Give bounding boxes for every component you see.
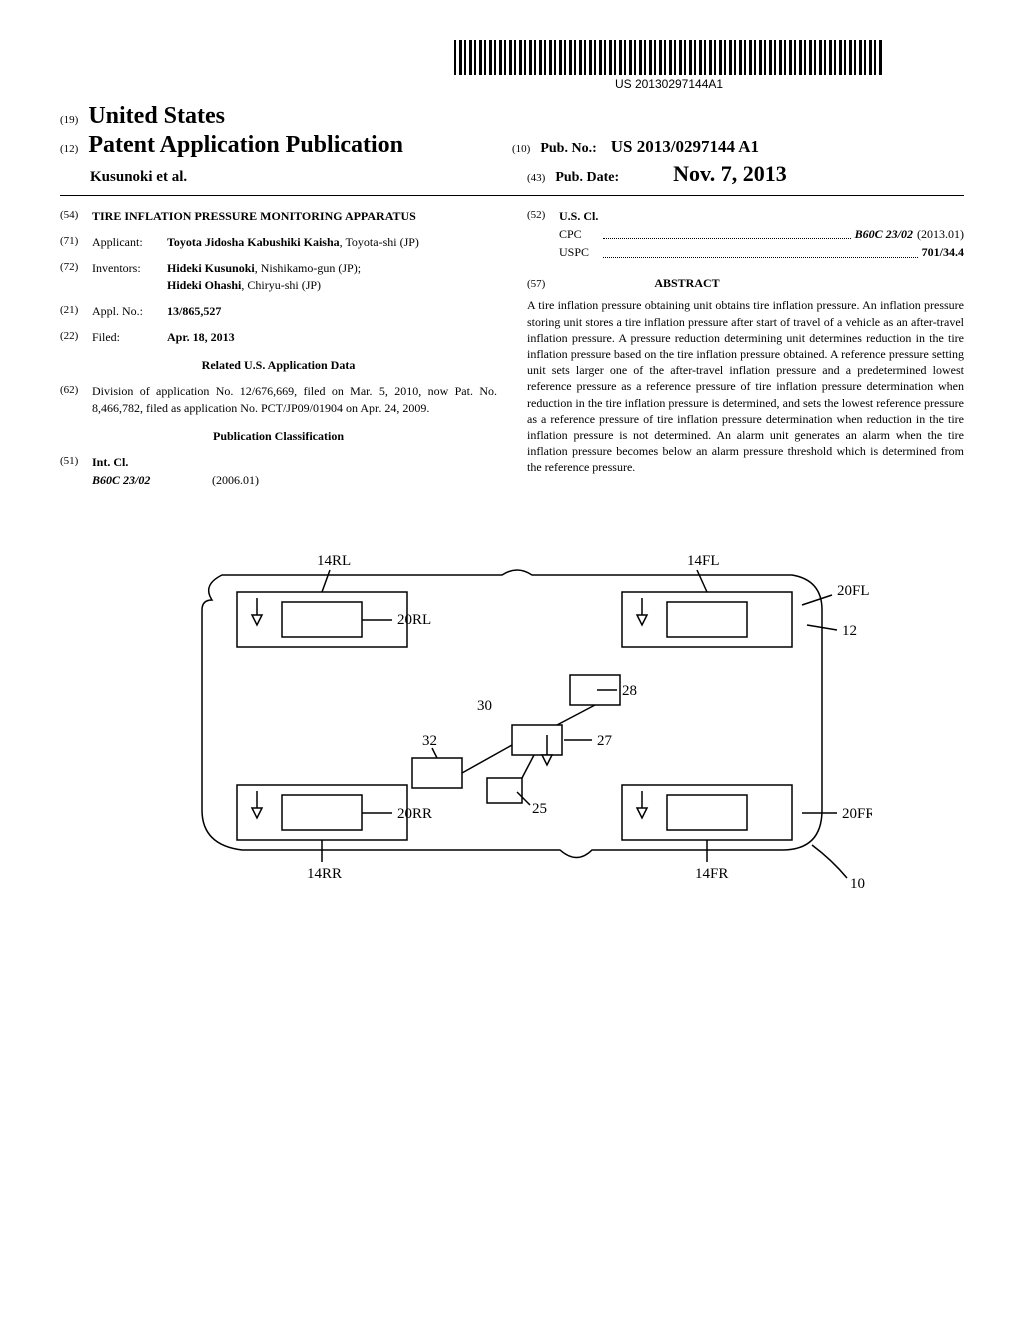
author-names: Kusunoki et al. bbox=[90, 169, 187, 185]
patent-figure: 14RL 20RL 14FL 20FL 12 28 30 27 32 25 20… bbox=[152, 530, 872, 910]
label-27: 27 bbox=[597, 733, 613, 749]
filed-row: (22) Filed: Apr. 18, 2013 bbox=[60, 329, 497, 345]
int-cl-code-row: B60C 23/02 (2006.01) bbox=[60, 472, 497, 488]
abstract-label: ABSTRACT bbox=[654, 276, 719, 290]
field-22: (22) bbox=[60, 329, 92, 345]
abstract-header-row: (57) ABSTRACT bbox=[527, 275, 964, 292]
appl-no-row: (21) Appl. No.: 13/865,527 bbox=[60, 303, 497, 319]
inventor2-name: Hideki Ohashi bbox=[167, 278, 241, 292]
int-cl-row: (51) Int. Cl. bbox=[60, 454, 497, 470]
header-line-3: Kusunoki et al. (43) Pub. Date: Nov. 7, … bbox=[60, 161, 964, 187]
label-32: 32 bbox=[422, 733, 437, 749]
header-line-2: (12) Patent Application Publication (10)… bbox=[60, 132, 964, 159]
pub-class-heading: Publication Classification bbox=[60, 428, 497, 444]
int-cl-year: (2006.01) bbox=[212, 472, 259, 488]
cpc-row: CPC B60C 23/02 (2013.01) bbox=[527, 226, 964, 242]
label-20fl: 20FL bbox=[837, 583, 870, 599]
right-column: (52) U.S. Cl. CPC B60C 23/02 (2013.01) U… bbox=[527, 208, 964, 490]
division-row: (62) Division of application No. 12/676,… bbox=[60, 383, 497, 415]
applicant-row: (71) Applicant: Toyota Jidosha Kabushiki… bbox=[60, 234, 497, 250]
inventor1-name: Hideki Kusunoki bbox=[167, 261, 255, 275]
field-19: (19) bbox=[60, 114, 78, 126]
box-27 bbox=[512, 725, 562, 755]
country-name: United States bbox=[88, 103, 225, 129]
box-32 bbox=[412, 758, 462, 788]
barcode-section: US 20130297144A1 bbox=[60, 40, 964, 93]
us-cl-row: (52) U.S. Cl. bbox=[527, 208, 964, 224]
field-52: (52) bbox=[527, 208, 559, 224]
filed-label: Filed: bbox=[92, 329, 167, 345]
label-14rr: 14RR bbox=[307, 866, 342, 882]
related-data-heading: Related U.S. Application Data bbox=[60, 357, 497, 373]
header-line-1: (19) United States bbox=[60, 103, 964, 130]
pub-date-value: Nov. 7, 2013 bbox=[673, 161, 787, 186]
field-12: (12) bbox=[60, 143, 78, 155]
uspc-row: USPC 701/34.4 bbox=[527, 244, 964, 260]
us-cl-label: U.S. Cl. bbox=[559, 208, 964, 224]
pub-no-value: US 2013/0297144 A1 bbox=[611, 137, 759, 156]
two-column-body: (54) TIRE INFLATION PRESSURE MONITORING … bbox=[60, 208, 964, 490]
uspc-dotted bbox=[603, 241, 918, 257]
inventor1-location: Nishikamo-gun (JP); bbox=[261, 261, 361, 275]
abstract-text: A tire inflation pressure obtaining unit… bbox=[527, 297, 964, 475]
filed-value: Apr. 18, 2013 bbox=[167, 329, 497, 345]
label-25: 25 bbox=[532, 801, 547, 817]
field-72: (72) bbox=[60, 260, 92, 292]
wheel-14fr bbox=[622, 785, 792, 840]
pub-no-label: Pub. No.: bbox=[540, 141, 596, 156]
sensor-20fl bbox=[667, 602, 747, 637]
header-rule bbox=[60, 195, 964, 196]
label-14fr: 14FR bbox=[695, 866, 728, 882]
field-57: (57) bbox=[527, 278, 545, 290]
cpc-label: CPC bbox=[559, 226, 599, 242]
barcode-lines bbox=[454, 40, 884, 75]
label-30: 30 bbox=[477, 698, 492, 714]
invention-title-row: (54) TIRE INFLATION PRESSURE MONITORING … bbox=[60, 208, 497, 224]
inventors-label: Inventors: bbox=[92, 260, 167, 292]
appl-no-label: Appl. No.: bbox=[92, 303, 167, 319]
int-cl-code: B60C 23/02 bbox=[92, 472, 212, 488]
applicant-label: Applicant: bbox=[92, 234, 167, 250]
field-71: (71) bbox=[60, 234, 92, 250]
sensor-20rl bbox=[282, 602, 362, 637]
pub-date-label: Pub. Date: bbox=[555, 170, 619, 185]
label-10: 10 bbox=[850, 876, 865, 892]
wheel-14fl bbox=[622, 592, 792, 647]
label-14rl: 14RL bbox=[317, 553, 351, 569]
appl-no-value: 13/865,527 bbox=[167, 303, 497, 319]
applicant-name: Toyota Jidosha Kabushiki Kaisha bbox=[167, 235, 340, 249]
field-10: (10) bbox=[512, 143, 530, 155]
label-20rr: 20RR bbox=[397, 806, 432, 822]
int-cl-label: Int. Cl. bbox=[92, 454, 497, 470]
division-text: Division of application No. 12/676,669, … bbox=[92, 383, 497, 415]
cpc-code: B60C 23/02 bbox=[855, 226, 913, 242]
cpc-dotted bbox=[603, 223, 851, 239]
vehicle-outline bbox=[202, 570, 822, 858]
barcode-text: US 20130297144A1 bbox=[454, 77, 884, 91]
sensor-20fr bbox=[667, 795, 747, 830]
field-21: (21) bbox=[60, 303, 92, 319]
uspc-label: USPC bbox=[559, 244, 599, 260]
barcode: US 20130297144A1 bbox=[454, 40, 884, 91]
box-25 bbox=[487, 778, 522, 803]
field-51: (51) bbox=[60, 454, 92, 470]
label-20rl: 20RL bbox=[397, 612, 431, 628]
invention-title: TIRE INFLATION PRESSURE MONITORING APPAR… bbox=[92, 208, 497, 224]
left-column: (54) TIRE INFLATION PRESSURE MONITORING … bbox=[60, 208, 497, 490]
publication-type: Patent Application Publication bbox=[88, 132, 403, 158]
sensor-20rr bbox=[282, 795, 362, 830]
label-28: 28 bbox=[622, 683, 637, 699]
label-14fl: 14FL bbox=[687, 553, 720, 569]
inventors-row: (72) Inventors: Hideki Kusunoki, Nishika… bbox=[60, 260, 497, 292]
applicant-location: Toyota-shi (JP) bbox=[345, 235, 419, 249]
field-62: (62) bbox=[60, 383, 92, 415]
figure-container: 14RL 20RL 14FL 20FL 12 28 30 27 32 25 20… bbox=[60, 530, 964, 910]
label-20fr: 20FR bbox=[842, 806, 872, 822]
uspc-code: 701/34.4 bbox=[922, 244, 964, 260]
cpc-year: (2013.01) bbox=[917, 226, 964, 242]
inventor2-location: Chiryu-shi (JP) bbox=[247, 278, 321, 292]
field-54: (54) bbox=[60, 208, 92, 224]
label-12: 12 bbox=[842, 623, 857, 639]
field-43: (43) bbox=[527, 172, 545, 184]
